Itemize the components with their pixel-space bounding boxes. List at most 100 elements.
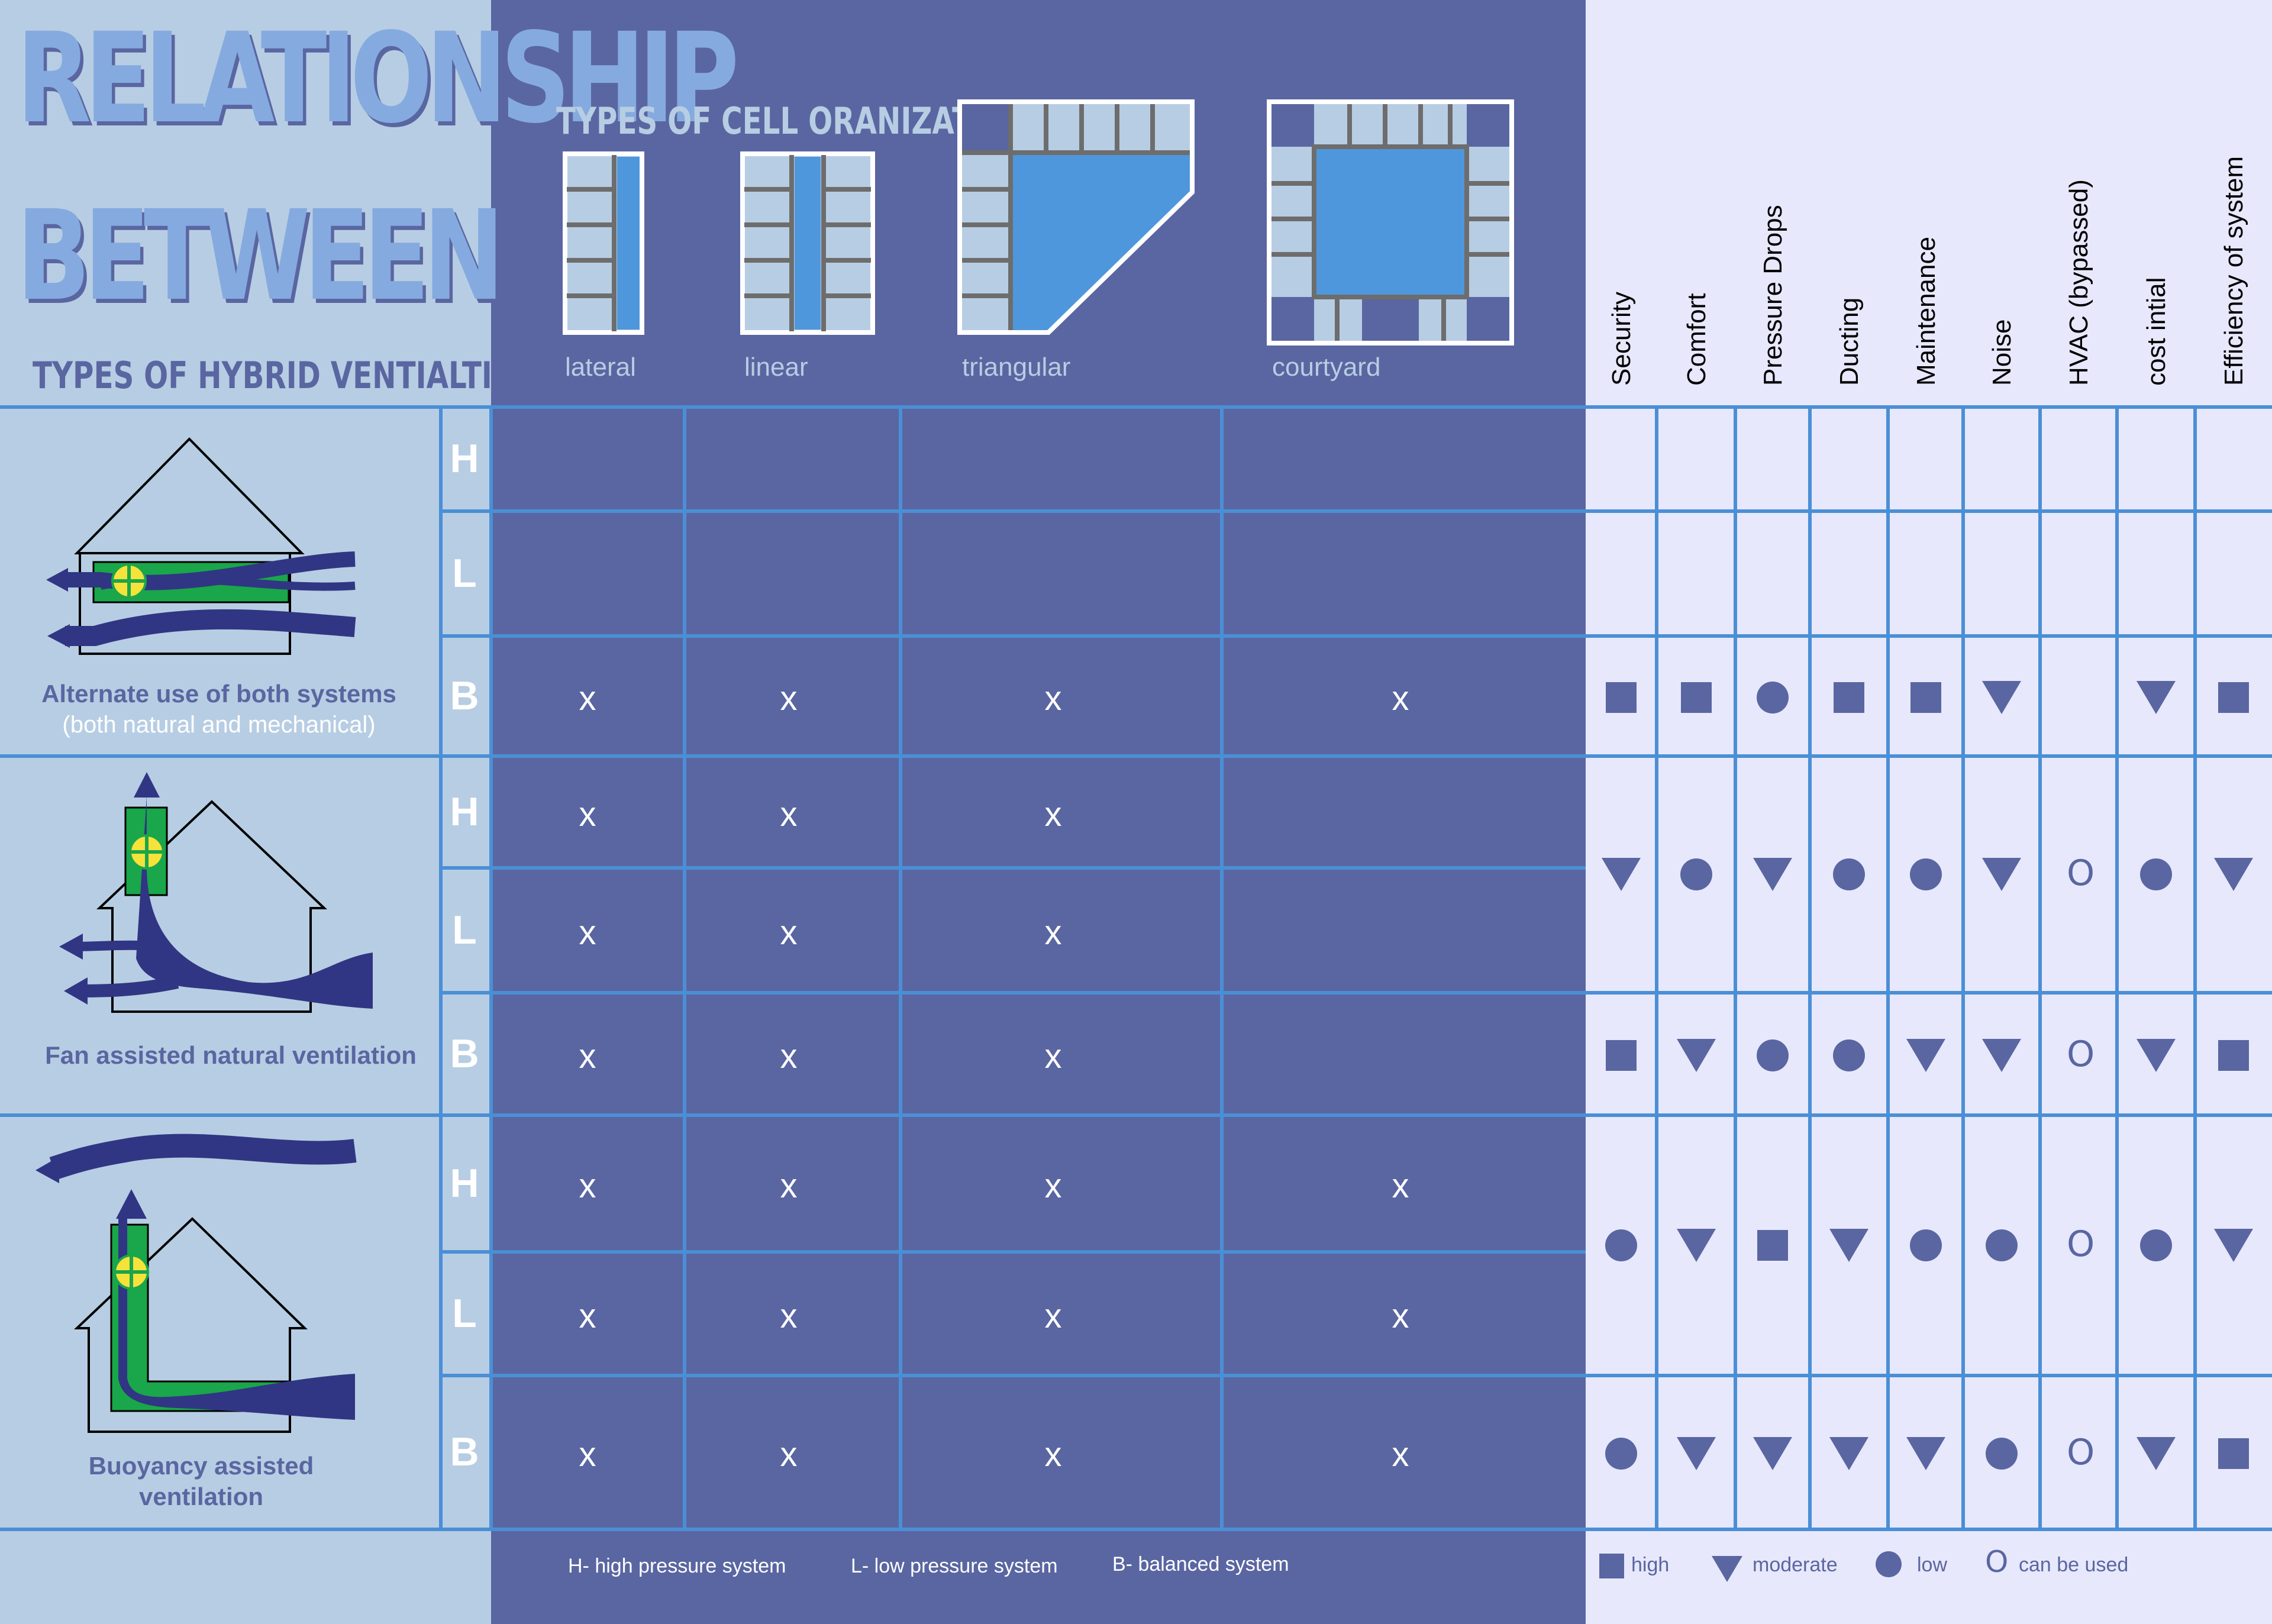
legend-low-label: low — [1917, 1554, 1948, 1576]
x-mark: x — [780, 795, 798, 834]
row-letter: B — [450, 673, 479, 718]
x-mark: x — [1044, 1296, 1062, 1335]
grid-line-letter-col — [439, 407, 443, 1529]
linear-icon — [740, 151, 875, 335]
criteria-header: cost intial — [2142, 277, 2171, 386]
rating-symbol-moderate — [1676, 1437, 1716, 1470]
legend-low-pressure: L- low pressure system — [851, 1555, 1058, 1577]
criteria-header: Efficiency of system — [2219, 156, 2248, 386]
criteria-header: Noise — [1987, 319, 2016, 386]
criteria-header: Comfort — [1682, 293, 1711, 386]
label-courtyard: courtyard — [1272, 353, 1381, 382]
criteria-header: Pressure Drops — [1758, 205, 1787, 386]
rating-symbol-low — [1757, 1039, 1789, 1071]
grid-line-criteria-col — [1734, 407, 1737, 1529]
criteria-header: Ducting — [1835, 297, 1864, 386]
x-mark: x — [579, 1435, 596, 1474]
grid-line-row — [441, 634, 1586, 638]
right-panel — [1586, 0, 2272, 1624]
grid-line-criteria-col — [2115, 407, 2119, 1529]
grid-line-row — [1586, 634, 2272, 638]
row-letter: L — [452, 1290, 477, 1336]
rating-symbol-low — [1605, 1438, 1637, 1470]
x-mark: x — [579, 1166, 596, 1205]
title-line1: RELATIONSHIP — [17, 6, 739, 151]
legend-high-label: high — [1631, 1554, 1670, 1576]
grid-line-top — [0, 405, 2272, 409]
rating-symbol-moderate — [1982, 858, 2021, 891]
x-mark: x — [780, 1435, 798, 1474]
grid-line-row — [441, 866, 1586, 870]
left-panel — [0, 0, 491, 1624]
grid-line-bottom — [0, 1528, 2272, 1531]
title-line2: BETWEEN — [17, 183, 505, 328]
row-letter: H — [450, 436, 479, 481]
rating-symbol-low — [1757, 681, 1789, 713]
x-mark: x — [579, 1296, 596, 1335]
grid-line-row — [441, 991, 1586, 995]
rating-symbol-moderate — [1829, 1437, 1868, 1470]
rating-symbol-moderate — [2214, 1229, 2253, 1262]
rating-symbol-can: O — [2067, 1033, 2095, 1075]
x-mark: x — [1392, 679, 1409, 718]
rating-symbol-low — [1909, 858, 1942, 890]
vent-name-buoyancy: Buoyancy assisted ventilation — [88, 1452, 314, 1510]
rating-symbol-low — [2140, 1229, 2172, 1261]
x-mark: x — [1044, 679, 1062, 718]
grid-line-criteria-col — [1808, 407, 1812, 1529]
row-letter: H — [450, 789, 479, 834]
legend-moderate-label: moderate — [1753, 1554, 1838, 1576]
x-mark: x — [1392, 1435, 1409, 1474]
fan-house-illustration — [59, 772, 373, 1013]
x-mark: x — [579, 1037, 596, 1076]
grid-line-row — [441, 1374, 1586, 1377]
rating-symbol-moderate — [1753, 1437, 1792, 1470]
criteria-header: Maintenance — [1911, 237, 1941, 386]
x-mark: x — [780, 1296, 798, 1335]
grid-line-criteria-col — [1961, 407, 1965, 1529]
grid-line-cell-col — [1220, 407, 1224, 1529]
grid-line-cell-col — [899, 407, 902, 1529]
criteria-header: HVAC (bypassed) — [2064, 179, 2093, 386]
legend-high-symbol — [1599, 1554, 1624, 1578]
x-mark: x — [1044, 1435, 1062, 1474]
row-letter: H — [450, 1160, 479, 1206]
vent-label-fan: Fan assisted natural ventilation — [12, 1040, 450, 1071]
vent-name-fan: Fan assisted natural ventilation — [45, 1041, 417, 1069]
row-letter: L — [452, 550, 477, 596]
grid-line-letter-col — [489, 407, 493, 1529]
x-mark: x — [1044, 913, 1062, 952]
alternate-house-illustration — [46, 437, 356, 655]
x-mark: x — [1392, 1296, 1409, 1335]
rating-symbol-high — [2218, 682, 2249, 713]
grid-line-criteria-col — [1655, 407, 1658, 1529]
rating-symbol-moderate — [1906, 1038, 1945, 1072]
rating-symbol-moderate — [1676, 1229, 1716, 1262]
grid-line-row — [1586, 1374, 2272, 1377]
rating-symbol-moderate — [2137, 1038, 2176, 1072]
x-mark: x — [780, 913, 798, 952]
rating-symbol-high — [1834, 682, 1864, 713]
grid-line-row — [1586, 991, 2272, 995]
rating-symbol-moderate — [2137, 680, 2176, 714]
rating-symbol-low — [1833, 858, 1865, 890]
x-mark: x — [579, 679, 596, 718]
x-mark: x — [780, 679, 798, 718]
legend-moderate-symbol — [1712, 1556, 1742, 1582]
rating-symbol-low — [2140, 858, 2172, 890]
legend-can-symbol: O — [1985, 1545, 2009, 1579]
x-mark: x — [780, 1166, 798, 1205]
x-mark: x — [579, 913, 596, 952]
rating-symbol-high — [2218, 1039, 2249, 1071]
rating-symbol-high — [1757, 1230, 1788, 1261]
grid-line-row — [441, 1250, 1586, 1254]
rating-symbol-low — [1986, 1438, 2018, 1470]
rating-symbol-can: O — [2067, 1432, 2095, 1473]
legend-balanced: B- balanced system — [1112, 1553, 1289, 1575]
rating-symbol-moderate — [1982, 1038, 2021, 1072]
legend-low-symbol — [1876, 1551, 1902, 1577]
rating-symbol-moderate — [2137, 1437, 2176, 1470]
x-mark: x — [1044, 1166, 1062, 1205]
rating-symbol-low — [1833, 1039, 1865, 1071]
